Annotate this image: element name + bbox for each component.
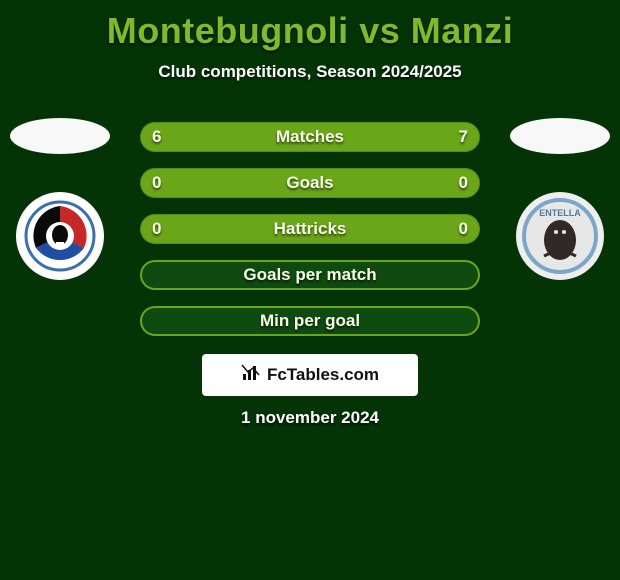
page-title: Montebugnoli vs Manzi	[0, 0, 620, 52]
title-vs: vs	[349, 10, 411, 51]
stat-bar-goals-per-match: Goals per match	[140, 260, 480, 290]
stat-bar-goals: 0 Goals 0	[140, 168, 480, 198]
stat-label: Min per goal	[140, 306, 480, 336]
club-right-crest: ENTELLA	[516, 192, 604, 280]
stat-right-value: 0	[459, 214, 468, 244]
player-left-column	[0, 118, 120, 280]
stat-bar-hattricks: 0 Hattricks 0	[140, 214, 480, 244]
player-right-column: ENTELLA	[500, 118, 620, 280]
svg-text:ENTELLA: ENTELLA	[539, 208, 581, 218]
brand-text: FcTables.com	[267, 365, 379, 385]
stat-label: Hattricks	[140, 214, 480, 244]
title-player-left: Montebugnoli	[107, 10, 349, 51]
stat-label: Goals per match	[140, 260, 480, 290]
stat-bar-matches: 6 Matches 7	[140, 122, 480, 152]
stat-label: Matches	[140, 122, 480, 152]
stat-right-value: 0	[459, 168, 468, 198]
subtitle: Club competitions, Season 2024/2025	[0, 62, 620, 82]
stats-bars: 6 Matches 7 0 Goals 0 0 Hattricks 0 Goal…	[140, 122, 480, 352]
player-right-face	[510, 118, 610, 154]
title-player-right: Manzi	[411, 10, 514, 51]
stat-bar-min-per-goal: Min per goal	[140, 306, 480, 336]
stat-right-value: 7	[459, 122, 468, 152]
bar-chart-icon	[241, 364, 261, 387]
player-left-face	[10, 118, 110, 154]
brand-badge: FcTables.com	[202, 354, 418, 396]
snapshot-date: 1 november 2024	[0, 408, 620, 428]
club-left-crest	[16, 192, 104, 280]
stat-label: Goals	[140, 168, 480, 198]
